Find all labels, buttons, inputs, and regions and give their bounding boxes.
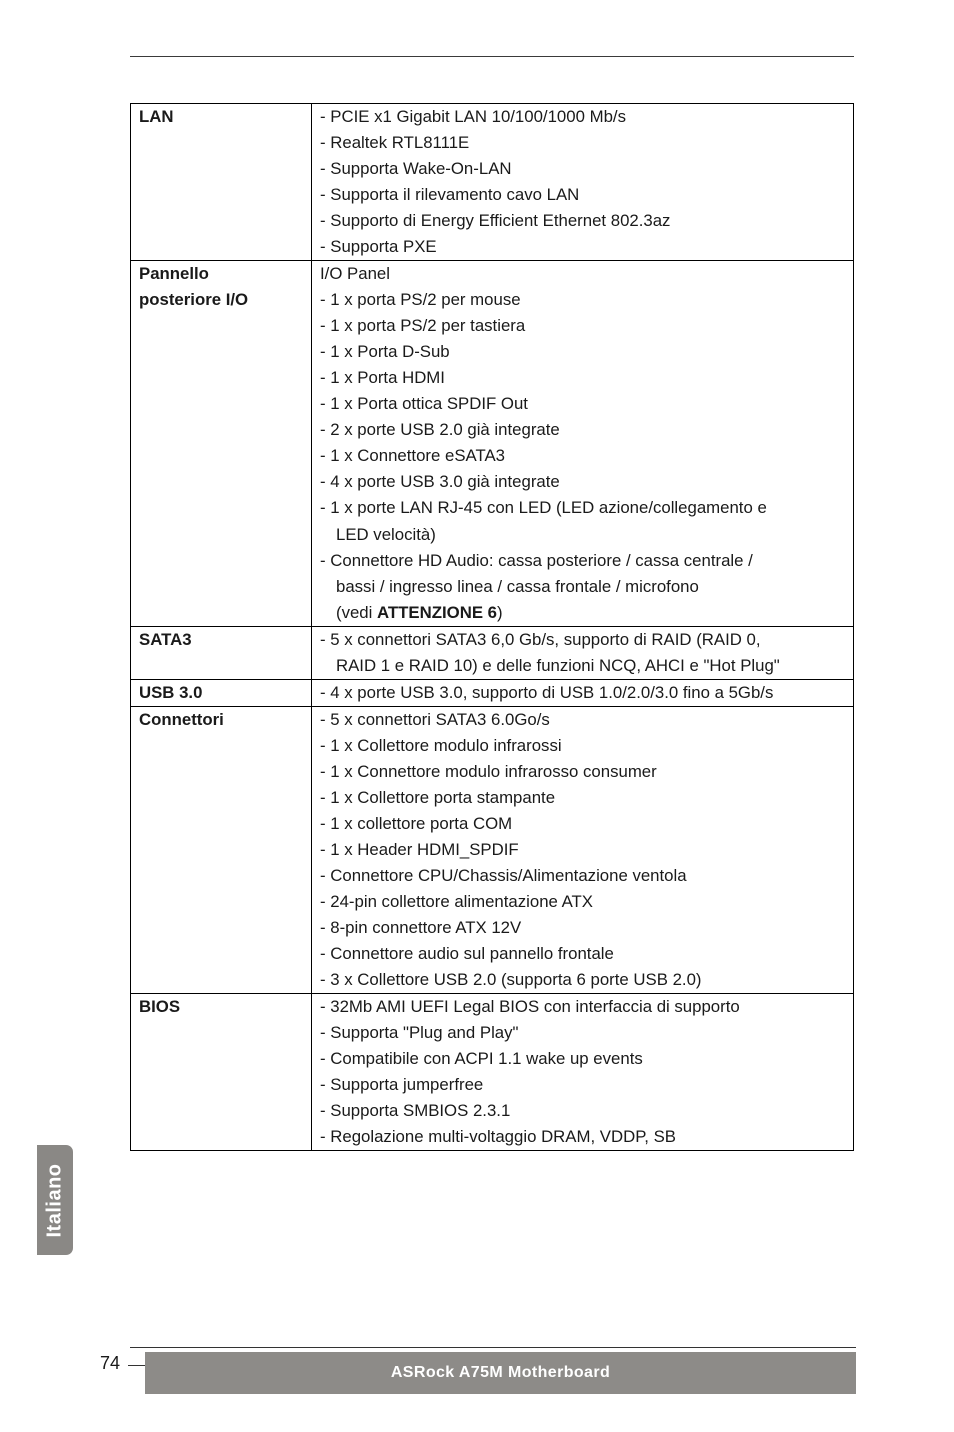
table-row: - Supporta il rilevamento cavo LAN	[131, 182, 854, 208]
cell-content: - 1 x porte LAN RJ-45 con LED (LED azion…	[312, 495, 854, 521]
table-row: LAN - PCIE x1 Gigabit LAN 10/100/1000 Mb…	[131, 104, 854, 131]
cell-label: Pannello	[131, 261, 312, 288]
table-row: (vedi ATTENZIONE 6)	[131, 600, 854, 627]
table-row: BIOS - 32Mb AMI UEFI Legal BIOS con inte…	[131, 994, 854, 1021]
cell-content: - Regolazione multi-voltaggio DRAM, VDDP…	[312, 1124, 854, 1151]
table-row: bassi / ingresso linea / cassa frontale …	[131, 574, 854, 600]
footer-rule	[130, 1347, 856, 1348]
cell-label: Connettori	[131, 706, 312, 733]
cell-content: - 3 x Collettore USB 2.0 (supporta 6 por…	[312, 967, 854, 994]
cell-content: - 1 x porta PS/2 per mouse	[312, 287, 854, 313]
table-row: - Realtek RTL8111E	[131, 130, 854, 156]
cell-content: - Supporta PXE	[312, 234, 854, 261]
cell-content: - Connettore HD Audio: cassa posteriore …	[312, 548, 854, 574]
cell-content: - 1 x Header HDMI_SPDIF	[312, 837, 854, 863]
footer-bar: ASRock A75M Motherboard	[145, 1352, 856, 1394]
table-row: SATA3 - 5 x connettori SATA3 6,0 Gb/s, s…	[131, 626, 854, 653]
cell-content: RAID 1 e RAID 10) e delle funzioni NCQ, …	[312, 653, 854, 680]
table-row: - 1 x Connettore eSATA3	[131, 443, 854, 469]
cell-content: (vedi ATTENZIONE 6)	[312, 600, 854, 627]
page-content: LAN - PCIE x1 Gigabit LAN 10/100/1000 Mb…	[0, 0, 954, 1151]
cell-content: - Supporta SMBIOS 2.3.1	[312, 1098, 854, 1124]
table-row: - 4 x porte USB 3.0 già integrate	[131, 469, 854, 495]
cell-content: - 4 x porte USB 3.0 già integrate	[312, 469, 854, 495]
language-label: Italiano	[44, 1163, 67, 1237]
cell-content: - 1 x Porta ottica SPDIF Out	[312, 391, 854, 417]
cell-content: - 1 x Porta D-Sub	[312, 339, 854, 365]
cell-label: SATA3	[131, 626, 312, 653]
cell-content: - Connettore audio sul pannello frontale	[312, 941, 854, 967]
cell-content: - 1 x collettore porta COM	[312, 811, 854, 837]
cell-content: - Compatibile con ACPI 1.1 wake up event…	[312, 1046, 854, 1072]
top-rule	[130, 56, 854, 57]
cell-content: - Supporta Wake-On-LAN	[312, 156, 854, 182]
cell-content: - 1 x Collettore modulo infrarossi	[312, 733, 854, 759]
cell-content: - 24-pin collettore alimentazione ATX	[312, 889, 854, 915]
table-row: - Regolazione multi-voltaggio DRAM, VDDP…	[131, 1124, 854, 1151]
cell-content: - 1 x Connettore modulo infrarosso consu…	[312, 759, 854, 785]
table-row: - Connettore CPU/Chassis/Alimentazione v…	[131, 863, 854, 889]
cell-content: - Realtek RTL8111E	[312, 130, 854, 156]
table-row: - Supporta "Plug and Play"	[131, 1020, 854, 1046]
cell-content: - 1 x Porta HDMI	[312, 365, 854, 391]
cell-content: - 1 x porta PS/2 per tastiera	[312, 313, 854, 339]
cell-content: - PCIE x1 Gigabit LAN 10/100/1000 Mb/s	[312, 104, 854, 131]
table-row: - 1 x Collettore porta stampante	[131, 785, 854, 811]
cell-content: - 4 x porte USB 3.0, supporto di USB 1.0…	[312, 679, 854, 706]
table-row: - 1 x Porta HDMI	[131, 365, 854, 391]
table-row: - 2 x porte USB 2.0 già integrate	[131, 417, 854, 443]
table-row: - 1 x Collettore modulo infrarossi	[131, 733, 854, 759]
table-row: - Supporta Wake-On-LAN	[131, 156, 854, 182]
cell-content: - 5 x connettori SATA3 6.0Go/s	[312, 706, 854, 733]
table-row: - 8-pin connettore ATX 12V	[131, 915, 854, 941]
table-row: - 1 x Porta D-Sub	[131, 339, 854, 365]
cell-content: - Connettore CPU/Chassis/Alimentazione v…	[312, 863, 854, 889]
cell-content: - 8-pin connettore ATX 12V	[312, 915, 854, 941]
table-row: - 1 x porte LAN RJ-45 con LED (LED azion…	[131, 495, 854, 521]
table-row: - 1 x collettore porta COM	[131, 811, 854, 837]
table-row: - 3 x Collettore USB 2.0 (supporta 6 por…	[131, 967, 854, 994]
table-row: posteriore I/O - 1 x porta PS/2 per mous…	[131, 287, 854, 313]
spec-table: LAN - PCIE x1 Gigabit LAN 10/100/1000 Mb…	[130, 103, 854, 1151]
table-row: - Supporto di Energy Efficient Ethernet …	[131, 208, 854, 234]
table-row: - 24-pin collettore alimentazione ATX	[131, 889, 854, 915]
cell-content: - Supporta jumperfree	[312, 1072, 854, 1098]
cell-content: - Supporto di Energy Efficient Ethernet …	[312, 208, 854, 234]
cell-content: - 1 x Connettore eSATA3	[312, 443, 854, 469]
table-row: LED velocità)	[131, 522, 854, 548]
table-row: - 1 x Porta ottica SPDIF Out	[131, 391, 854, 417]
cell-content: - 1 x Collettore porta stampante	[312, 785, 854, 811]
cell-content: - 5 x connettori SATA3 6,0 Gb/s, support…	[312, 626, 854, 653]
table-row: Connettori - 5 x connettori SATA3 6.0Go/…	[131, 706, 854, 733]
cell-label: USB 3.0	[131, 679, 312, 706]
page-number: 74	[100, 1353, 120, 1374]
cell-label: LAN	[131, 104, 312, 131]
cell-content: I/O Panel	[312, 261, 854, 288]
cell-label: posteriore I/O	[131, 287, 312, 313]
table-row: - Supporta PXE	[131, 234, 854, 261]
cell-content: - Supporta il rilevamento cavo LAN	[312, 182, 854, 208]
table-row: - 1 x Header HDMI_SPDIF	[131, 837, 854, 863]
table-row: - Connettore audio sul pannello frontale	[131, 941, 854, 967]
table-row: - Connettore HD Audio: cassa posteriore …	[131, 548, 854, 574]
cell-label: BIOS	[131, 994, 312, 1021]
table-row: - Compatibile con ACPI 1.1 wake up event…	[131, 1046, 854, 1072]
table-row: - Supporta jumperfree	[131, 1072, 854, 1098]
cell-content: - Supporta "Plug and Play"	[312, 1020, 854, 1046]
table-row: Pannello I/O Panel	[131, 261, 854, 288]
table-row: RAID 1 e RAID 10) e delle funzioni NCQ, …	[131, 653, 854, 680]
table-row: - 1 x porta PS/2 per tastiera	[131, 313, 854, 339]
cell-content: - 2 x porte USB 2.0 già integrate	[312, 417, 854, 443]
language-tab: Italiano	[37, 1145, 73, 1255]
table-row: - 1 x Connettore modulo infrarosso consu…	[131, 759, 854, 785]
table-row: USB 3.0 - 4 x porte USB 3.0, supporto di…	[131, 679, 854, 706]
cell-content: bassi / ingresso linea / cassa frontale …	[312, 574, 854, 600]
table-row: - Supporta SMBIOS 2.3.1	[131, 1098, 854, 1124]
cell-content: LED velocità)	[312, 522, 854, 548]
footer-text: ASRock A75M Motherboard	[391, 1364, 610, 1382]
cell-content: - 32Mb AMI UEFI Legal BIOS con interfacc…	[312, 994, 854, 1021]
